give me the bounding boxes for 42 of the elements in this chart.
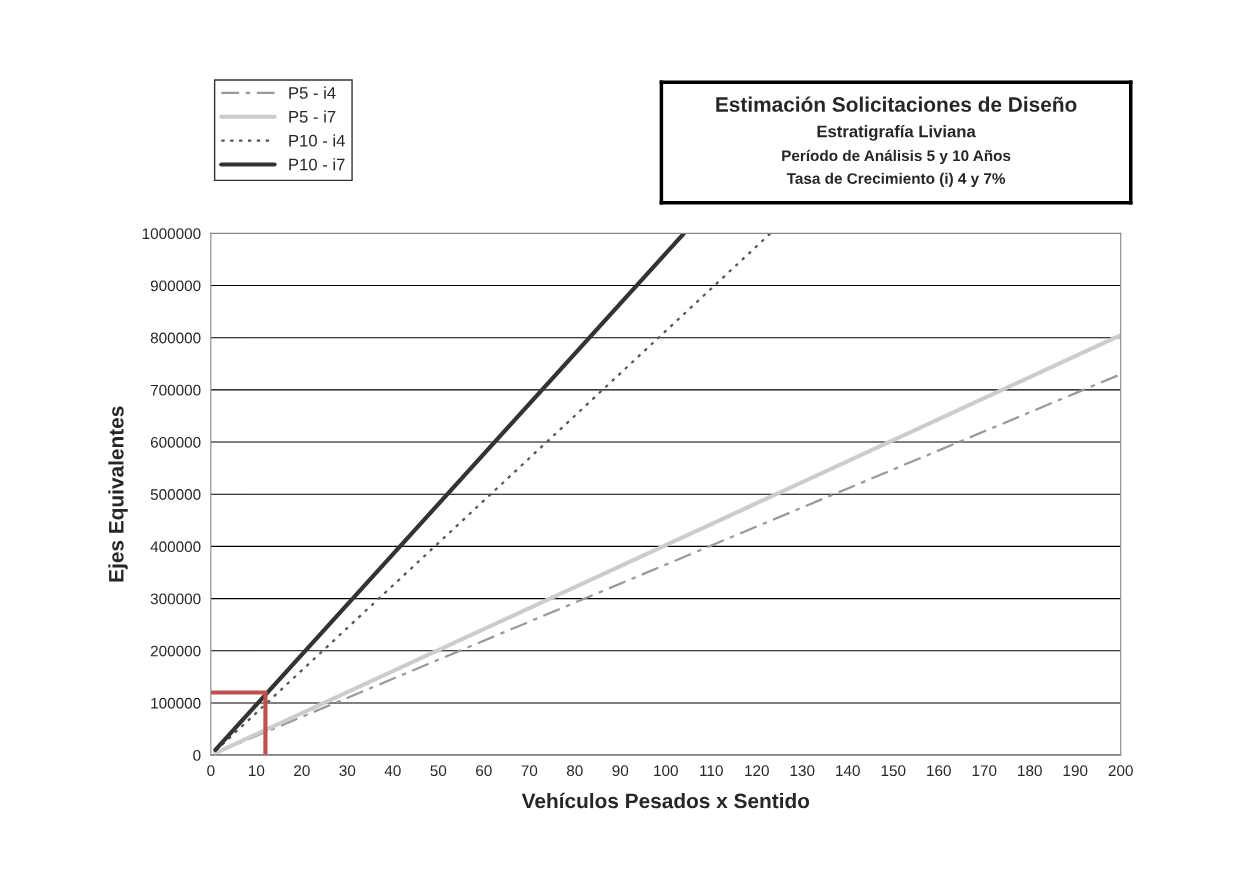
x-tick-label: 150 — [881, 765, 906, 777]
x-tick-label: 40 — [384, 765, 401, 777]
text: Período de Análisis 5 y 10 Años — [782, 149, 1011, 165]
chart-title: Estimación Solicitaciones de Diseño — [716, 96, 1077, 112]
y-axis-title: Ejes Equivalentes — [108, 406, 128, 582]
x-tick-label: 140 — [836, 765, 860, 777]
x-tick-label: 20 — [294, 765, 310, 777]
legend-label: P10 - i7 — [289, 158, 345, 171]
y-tick-label: 400000 — [150, 541, 201, 553]
y-tick-label: 100000 — [151, 697, 201, 709]
chart-subtitle: Estratigrafía Liviana — [817, 124, 976, 141]
x-tick-label: 70 — [521, 765, 538, 777]
x-tick-label: 120 — [745, 765, 769, 777]
x-tick-label: 200 — [1108, 765, 1133, 777]
text: Tasa de Crecimiento (i) 4 y 7% — [786, 172, 1006, 187]
x-tick-label: 170 — [972, 765, 997, 777]
x-tick-label: 0 — [207, 765, 215, 777]
x-tick-label: 110 — [700, 765, 723, 777]
y-tick-label: 200000 — [150, 645, 201, 657]
x-tick-label: 80 — [566, 765, 583, 777]
x-tick-label: 190 — [1063, 765, 1088, 777]
legend-label: P5 - i4 — [289, 86, 336, 99]
x-tick-label: 10 — [249, 765, 265, 777]
y-tick-label: 0 — [193, 750, 201, 761]
y-tick-label: 700000 — [150, 384, 201, 396]
x-tick-label: 180 — [1018, 765, 1042, 777]
x-tick-label: 130 — [790, 765, 815, 777]
y-tick-label: 1000000 — [142, 228, 201, 240]
y-tick-label: 600000 — [150, 436, 201, 448]
y-tick-label: 500000 — [150, 489, 201, 500]
x-tick-label: 100 — [654, 765, 678, 777]
legend-label: P10 - i4 — [289, 134, 345, 147]
legend-label: P5 - i7 — [289, 110, 336, 123]
x-axis-title: Vehículos Pesados x Sentido — [521, 792, 810, 809]
x-tick-label: 60 — [476, 765, 492, 777]
y-tick-label: 900000 — [150, 280, 201, 292]
x-tick-label: 160 — [927, 765, 951, 777]
y-tick-label: 800000 — [150, 332, 201, 344]
x-tick-label: 30 — [339, 765, 356, 777]
x-tick-label: 90 — [612, 765, 629, 777]
y-tick-label: 300000 — [150, 593, 201, 605]
x-tick-label: 50 — [430, 765, 447, 777]
